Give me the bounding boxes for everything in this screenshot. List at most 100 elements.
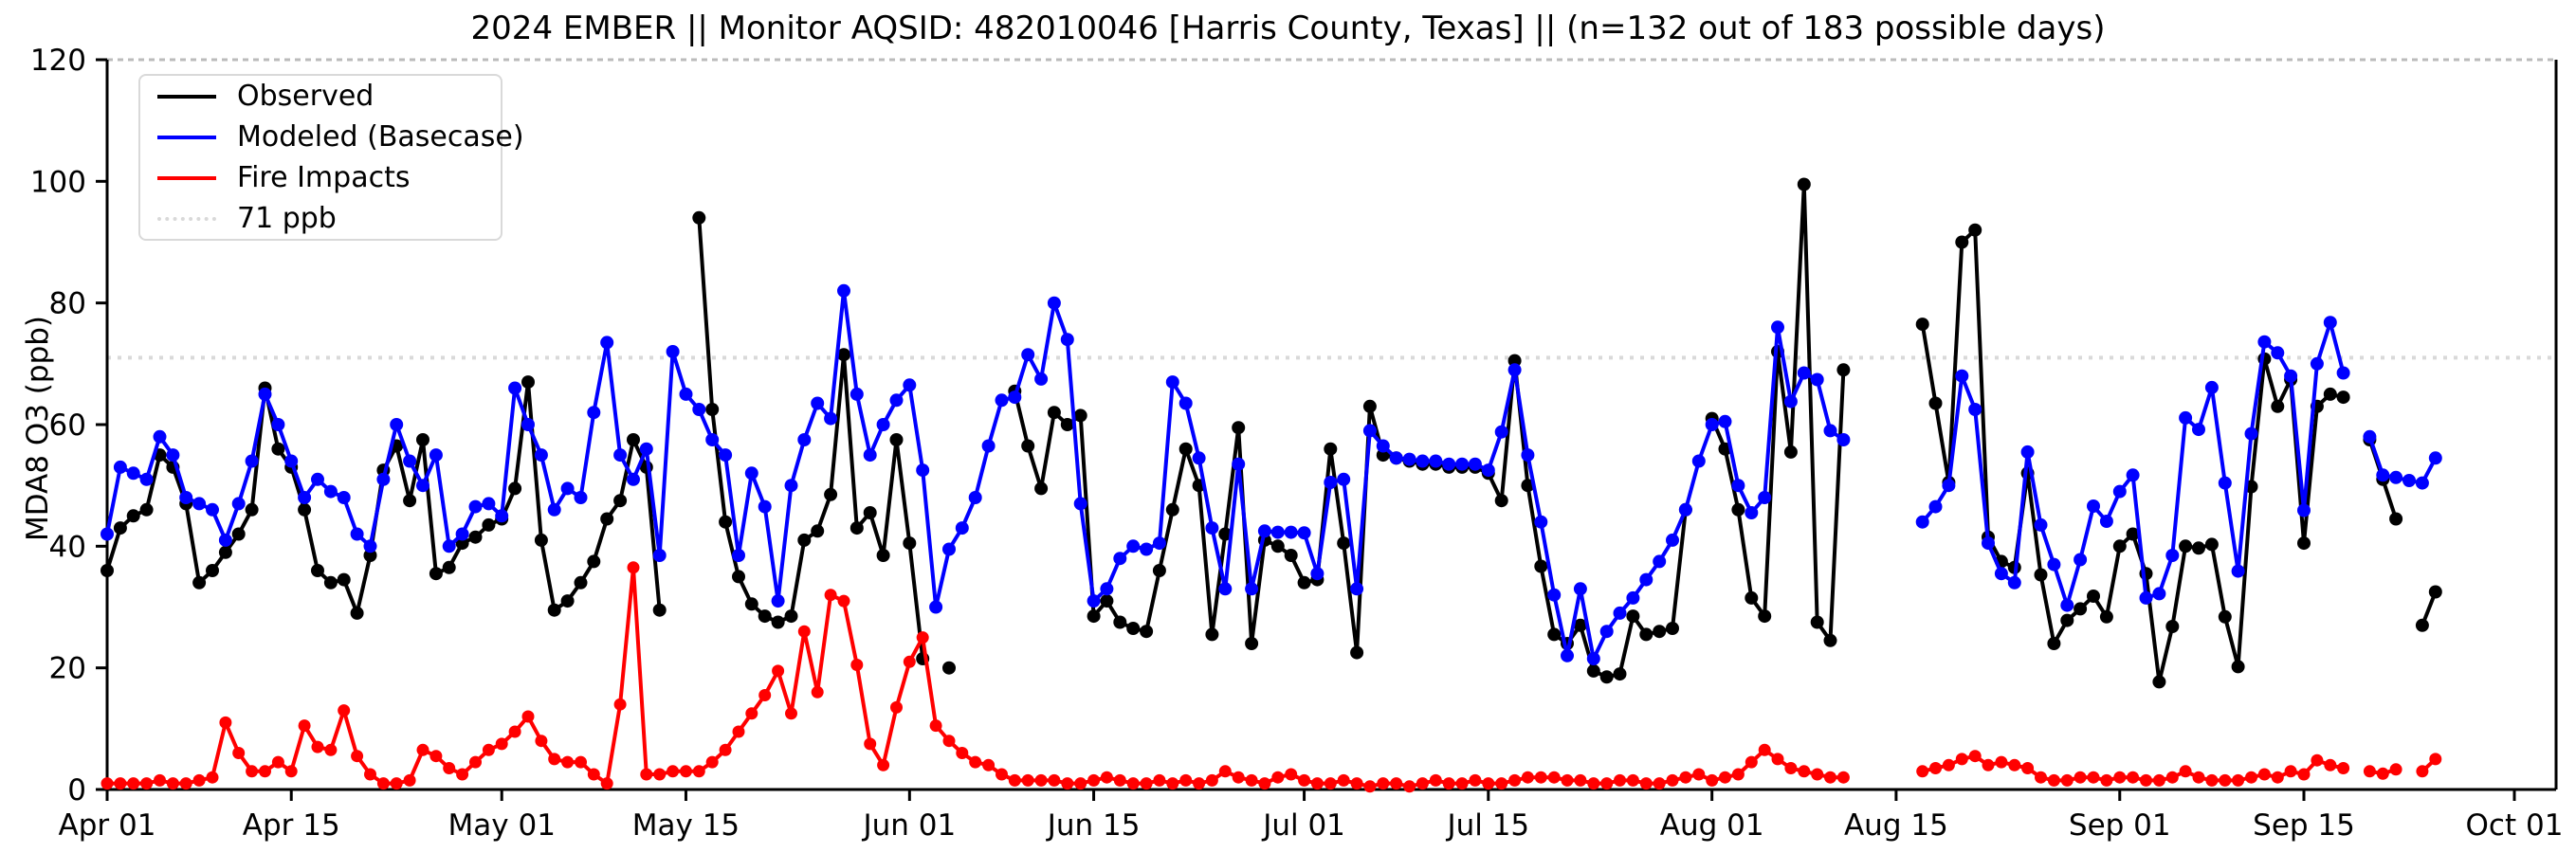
data-point-fire-impacts [1205,773,1218,787]
data-point-modeled-basecase- [2244,426,2258,441]
data-point-fire-impacts [1482,777,1495,790]
data-point-observed [1178,442,1193,456]
data-point-modeled-basecase- [2034,517,2048,532]
data-point-fire-impacts [2060,773,2074,787]
data-point-observed [1915,318,1929,332]
data-point-modeled-basecase- [1718,414,1732,428]
data-point-fire-impacts [2245,771,2257,784]
data-point-observed [692,210,706,225]
data-point-modeled-basecase- [2099,515,2113,528]
data-point-observed [889,433,904,446]
data-point-fire-impacts [864,737,877,751]
data-point-observed [2047,637,2061,650]
data-point-modeled-basecase- [495,509,509,523]
data-point-fire-impacts [390,777,403,790]
data-point-fire-impacts [521,710,535,723]
data-point-fire-impacts [2087,771,2100,784]
data-point-observed [311,564,324,577]
data-point-modeled-basecase- [2336,366,2350,380]
data-point-modeled-basecase- [705,433,720,446]
data-point-observed [797,533,812,547]
data-point-fire-impacts [1692,768,1706,781]
data-point-modeled-basecase- [1245,582,1259,596]
data-point-fire-impacts [2205,773,2219,787]
data-point-modeled-basecase- [600,336,614,350]
data-point-modeled-basecase- [1561,648,1574,662]
data-point-fire-impacts [982,758,996,771]
data-point-observed [521,375,535,390]
data-point-observed [1337,536,1351,551]
x-tick-label: Apr 01 [59,808,156,843]
series-line-modeled-basecase- [105,288,1845,661]
data-point-fire-impacts [785,707,797,720]
data-point-fire-impacts [929,719,942,733]
series-line-observed [697,217,925,660]
data-point-fire-impacts [1034,773,1048,787]
y-tick-label: 100 [30,165,86,199]
data-point-fire-impacts [1324,777,1337,790]
chart-title: 2024 EMBER || Monitor AQSID: 482010046 [… [470,9,2106,47]
data-point-fire-impacts [811,685,824,699]
data-point-fire-impacts [1403,780,1416,793]
data-point-fire-impacts [1798,765,1811,778]
data-point-observed [482,517,496,532]
data-point-observed [1362,399,1377,413]
data-point-observed [534,533,548,547]
data-point-observed [2297,536,2311,551]
data-point-modeled-basecase- [1389,451,1403,465]
data-point-fire-impacts [1758,743,1771,756]
data-point-modeled-basecase- [1836,433,1851,446]
data-point-fire-impacts [2152,773,2165,787]
data-point-fire-impacts [837,594,850,608]
data-point-modeled-basecase- [100,527,114,541]
data-point-modeled-basecase- [113,460,127,474]
data-point-modeled-basecase- [126,466,140,481]
data-point-observed [2192,541,2205,555]
data-point-modeled-basecase- [1021,348,1035,362]
data-point-modeled-basecase- [521,418,535,431]
data-point-fire-impacts [2337,762,2350,774]
data-point-observed [1573,618,1587,632]
data-point-observed [1666,622,1679,635]
data-point-fire-impacts [1048,773,1061,787]
data-point-fire-impacts [1377,777,1390,790]
data-point-modeled-basecase- [955,521,969,535]
data-point-fire-impacts [429,750,443,763]
data-point-fire-impacts [206,771,219,784]
data-point-fire-impacts [2074,771,2087,784]
data-point-fire-impacts [824,589,837,602]
data-point-observed [574,575,588,590]
data-point-fire-impacts [2127,771,2140,784]
data-point-observed [126,509,140,523]
data-point-modeled-basecase- [231,497,246,511]
data-point-modeled-basecase- [2020,445,2035,459]
data-point-fire-impacts [495,737,508,751]
data-point-modeled-basecase- [679,387,693,401]
legend-label-fire: Fire Impacts [237,161,411,194]
data-point-modeled-basecase- [929,600,943,614]
data-point-fire-impacts [1166,777,1179,790]
data-point-fire-impacts [1469,773,1482,787]
data-point-observed [206,564,219,577]
data-point-fire-impacts [1113,773,1126,787]
data-point-modeled-basecase- [179,491,193,504]
data-point-modeled-basecase- [1915,515,1929,529]
data-point-fire-impacts [1666,773,1679,787]
data-point-fire-impacts [1218,765,1232,778]
data-point-modeled-basecase- [1297,526,1311,540]
data-point-fire-impacts [996,768,1008,781]
data-point-modeled-basecase- [1982,536,1995,551]
x-tick-label: May 15 [632,808,740,843]
data-point-fire-impacts [1968,750,1982,763]
data-point-modeled-basecase- [995,393,1009,408]
data-point-modeled-basecase- [889,393,904,408]
data-point-modeled-basecase- [1152,536,1166,551]
data-point-modeled-basecase- [2376,468,2390,482]
data-point-modeled-basecase- [1362,424,1377,438]
data-point-modeled-basecase- [719,448,733,463]
data-point-fire-impacts [640,768,653,781]
data-point-modeled-basecase- [2204,380,2219,394]
modeled-line-swatch [157,135,216,139]
legend-row-fire: Fire Impacts [140,157,501,198]
data-point-modeled-basecase- [1955,369,1969,383]
